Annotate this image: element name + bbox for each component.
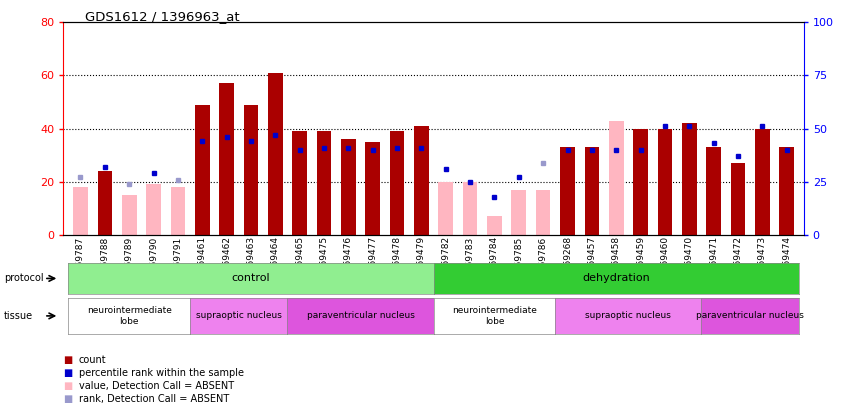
Bar bbox=[560, 147, 574, 235]
Bar bbox=[779, 147, 794, 235]
Bar bbox=[536, 190, 551, 235]
Bar bbox=[706, 147, 721, 235]
Text: ■: ■ bbox=[63, 394, 73, 404]
Bar bbox=[585, 147, 599, 235]
Bar bbox=[195, 104, 210, 235]
Bar bbox=[512, 190, 526, 235]
Bar bbox=[146, 184, 161, 235]
Bar bbox=[463, 182, 477, 235]
Text: paraventricular nucleus: paraventricular nucleus bbox=[306, 311, 415, 320]
Bar bbox=[219, 83, 233, 235]
Text: ■: ■ bbox=[63, 381, 73, 391]
Text: count: count bbox=[79, 355, 107, 365]
Bar bbox=[657, 129, 673, 235]
Text: percentile rank within the sample: percentile rank within the sample bbox=[79, 368, 244, 378]
Text: control: control bbox=[232, 273, 270, 283]
Bar bbox=[755, 129, 770, 235]
Bar bbox=[609, 121, 624, 235]
Bar bbox=[316, 131, 332, 235]
Bar bbox=[365, 142, 380, 235]
Bar bbox=[341, 139, 355, 235]
Bar bbox=[97, 171, 113, 235]
Text: ■: ■ bbox=[63, 368, 73, 378]
Text: value, Detection Call = ABSENT: value, Detection Call = ABSENT bbox=[79, 381, 233, 391]
Bar bbox=[244, 104, 258, 235]
Bar bbox=[293, 131, 307, 235]
Bar bbox=[74, 187, 88, 235]
Text: ■: ■ bbox=[63, 355, 73, 365]
Text: paraventricular nucleus: paraventricular nucleus bbox=[696, 311, 804, 320]
Bar bbox=[122, 195, 136, 235]
Bar bbox=[390, 131, 404, 235]
Bar bbox=[414, 126, 429, 235]
Text: dehydration: dehydration bbox=[582, 273, 650, 283]
Text: supraoptic nucleus: supraoptic nucleus bbox=[585, 311, 672, 320]
Text: neurointermediate
lobe: neurointermediate lobe bbox=[87, 306, 172, 326]
Bar bbox=[731, 163, 745, 235]
Bar bbox=[438, 182, 453, 235]
Bar bbox=[682, 123, 696, 235]
Text: protocol: protocol bbox=[4, 273, 44, 283]
Bar bbox=[171, 187, 185, 235]
Text: neurointermediate
lobe: neurointermediate lobe bbox=[452, 306, 537, 326]
Bar bbox=[634, 129, 648, 235]
Text: GDS1612 / 1396963_at: GDS1612 / 1396963_at bbox=[85, 10, 239, 23]
Bar bbox=[268, 73, 283, 235]
Text: tissue: tissue bbox=[4, 311, 33, 321]
Bar bbox=[487, 216, 502, 235]
Text: rank, Detection Call = ABSENT: rank, Detection Call = ABSENT bbox=[79, 394, 229, 404]
Text: supraoptic nucleus: supraoptic nucleus bbox=[195, 311, 282, 320]
